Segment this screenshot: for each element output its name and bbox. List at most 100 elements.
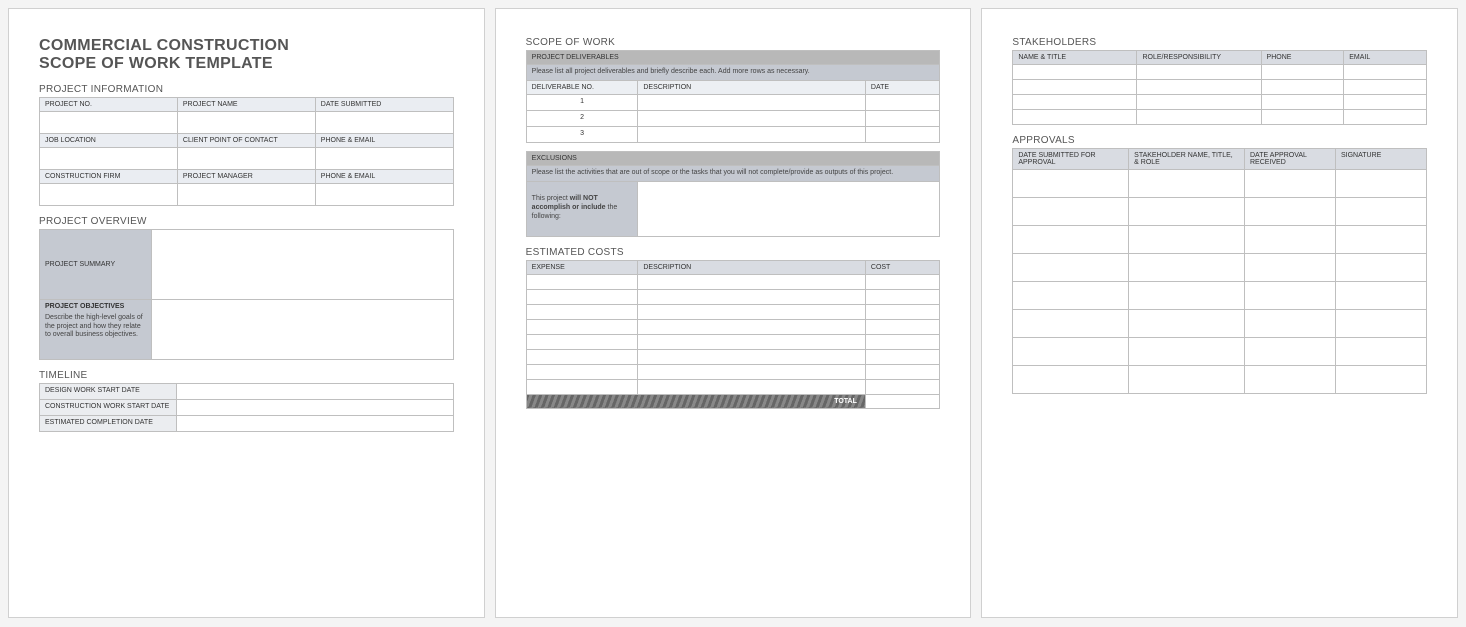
cell[interactable] bbox=[1336, 338, 1427, 366]
cell[interactable] bbox=[638, 274, 866, 289]
cell[interactable] bbox=[638, 379, 866, 394]
cell[interactable] bbox=[526, 319, 638, 334]
cell[interactable] bbox=[1013, 198, 1129, 226]
cell[interactable] bbox=[1245, 282, 1336, 310]
cell[interactable] bbox=[1336, 198, 1427, 226]
cell[interactable] bbox=[1129, 338, 1245, 366]
cell[interactable] bbox=[1013, 110, 1137, 125]
cell[interactable] bbox=[638, 289, 866, 304]
cell[interactable] bbox=[1129, 170, 1245, 198]
exclusions-cell[interactable] bbox=[638, 181, 940, 236]
cell[interactable] bbox=[1336, 170, 1427, 198]
cell[interactable] bbox=[1129, 366, 1245, 394]
project-info-table: PROJECT NO. PROJECT NAME DATE SUBMITTED … bbox=[39, 97, 454, 206]
cell[interactable] bbox=[1261, 110, 1344, 125]
timeline-cell[interactable] bbox=[176, 415, 453, 431]
cell[interactable] bbox=[1013, 282, 1129, 310]
cell[interactable] bbox=[865, 110, 939, 126]
cell[interactable] bbox=[1013, 95, 1137, 110]
cell[interactable] bbox=[1336, 310, 1427, 338]
cell[interactable] bbox=[1261, 80, 1344, 95]
cell[interactable] bbox=[1137, 95, 1261, 110]
cell[interactable] bbox=[1013, 338, 1129, 366]
cell[interactable] bbox=[1013, 254, 1129, 282]
cell[interactable] bbox=[40, 111, 178, 133]
cell[interactable] bbox=[526, 379, 638, 394]
cell[interactable] bbox=[638, 94, 866, 110]
cell[interactable] bbox=[865, 364, 939, 379]
cell[interactable] bbox=[315, 111, 453, 133]
cell[interactable] bbox=[1137, 110, 1261, 125]
cell[interactable] bbox=[1344, 65, 1427, 80]
cell[interactable] bbox=[1245, 310, 1336, 338]
cell[interactable] bbox=[40, 183, 178, 205]
cell[interactable] bbox=[40, 147, 178, 169]
cell[interactable] bbox=[526, 334, 638, 349]
cell[interactable] bbox=[1013, 80, 1137, 95]
cell[interactable] bbox=[1245, 226, 1336, 254]
cell[interactable] bbox=[1344, 95, 1427, 110]
cell[interactable] bbox=[315, 183, 453, 205]
cell[interactable] bbox=[526, 349, 638, 364]
cell[interactable] bbox=[865, 94, 939, 110]
cell[interactable] bbox=[1137, 65, 1261, 80]
cell[interactable] bbox=[1245, 254, 1336, 282]
cell[interactable] bbox=[1245, 366, 1336, 394]
summary-cell[interactable] bbox=[151, 229, 453, 299]
cell[interactable] bbox=[1129, 310, 1245, 338]
cell[interactable] bbox=[1245, 338, 1336, 366]
cell[interactable] bbox=[1336, 366, 1427, 394]
objectives-cell[interactable] bbox=[151, 299, 453, 359]
hdr-phone-email-2: PHONE & EMAIL bbox=[315, 169, 453, 183]
cell[interactable] bbox=[1129, 226, 1245, 254]
cell[interactable] bbox=[1336, 226, 1427, 254]
cell[interactable] bbox=[638, 349, 866, 364]
cell[interactable] bbox=[526, 304, 638, 319]
cell[interactable] bbox=[1336, 282, 1427, 310]
cell[interactable] bbox=[865, 379, 939, 394]
cell[interactable] bbox=[865, 304, 939, 319]
excl-a: This project bbox=[532, 195, 570, 202]
cell[interactable] bbox=[865, 274, 939, 289]
summary-label: PROJECT SUMMARY bbox=[40, 229, 152, 299]
cell[interactable] bbox=[865, 289, 939, 304]
cell[interactable] bbox=[177, 183, 315, 205]
cell[interactable] bbox=[1245, 198, 1336, 226]
cell[interactable] bbox=[1013, 366, 1129, 394]
timeline-heading: TIMELINE bbox=[39, 370, 454, 381]
cell[interactable] bbox=[638, 304, 866, 319]
cell[interactable] bbox=[315, 147, 453, 169]
cell[interactable] bbox=[638, 334, 866, 349]
cell[interactable] bbox=[1013, 170, 1129, 198]
cell[interactable] bbox=[526, 364, 638, 379]
cell[interactable] bbox=[1261, 95, 1344, 110]
exclusions-header: EXCLUSIONS bbox=[526, 151, 940, 165]
cell[interactable] bbox=[1344, 110, 1427, 125]
cell[interactable] bbox=[1013, 310, 1129, 338]
cell[interactable] bbox=[1137, 80, 1261, 95]
cell[interactable] bbox=[865, 319, 939, 334]
cell[interactable] bbox=[865, 126, 939, 142]
cell[interactable] bbox=[1013, 226, 1129, 254]
cell[interactable] bbox=[1013, 65, 1137, 80]
cell[interactable] bbox=[1129, 254, 1245, 282]
cell[interactable] bbox=[638, 110, 866, 126]
cell[interactable] bbox=[1261, 65, 1344, 80]
cell[interactable] bbox=[638, 319, 866, 334]
cell[interactable] bbox=[526, 289, 638, 304]
timeline-cell[interactable] bbox=[176, 383, 453, 399]
cell[interactable] bbox=[1129, 198, 1245, 226]
total-cell[interactable] bbox=[865, 394, 939, 408]
cell[interactable] bbox=[1344, 80, 1427, 95]
cell[interactable] bbox=[865, 349, 939, 364]
cell[interactable] bbox=[526, 274, 638, 289]
cell[interactable] bbox=[638, 364, 866, 379]
timeline-cell[interactable] bbox=[176, 399, 453, 415]
cell[interactable] bbox=[177, 111, 315, 133]
cell[interactable] bbox=[1129, 282, 1245, 310]
cell[interactable] bbox=[638, 126, 866, 142]
cell[interactable] bbox=[1336, 254, 1427, 282]
cell[interactable] bbox=[1245, 170, 1336, 198]
cell[interactable] bbox=[177, 147, 315, 169]
cell[interactable] bbox=[865, 334, 939, 349]
